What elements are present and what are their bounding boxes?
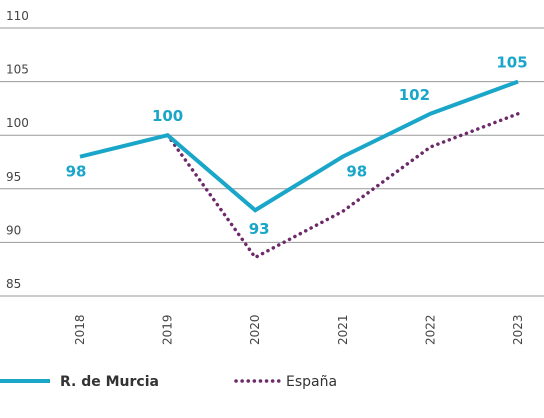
y-tick-label: 85 [6, 277, 21, 291]
y-tick-label: 100 [6, 116, 29, 130]
x-tick-label: 2019 [161, 314, 175, 345]
y-tick-label: 95 [6, 170, 21, 184]
y-tick-label: 110 [6, 9, 29, 23]
x-tick-label: 2023 [511, 314, 525, 345]
value-label: 100 [152, 107, 183, 125]
series-line [165, 112, 520, 260]
legend-label: España [286, 374, 337, 390]
value-label: 102 [399, 86, 430, 104]
value-label: 105 [496, 54, 527, 72]
x-tick-label: 2020 [248, 314, 262, 345]
value-label: 93 [249, 220, 270, 238]
value-label: 98 [66, 163, 87, 181]
x-tick-label: 2022 [423, 314, 437, 345]
value-label: 98 [346, 163, 367, 181]
x-tick-label: 2021 [336, 314, 350, 345]
x-tick-label: 2018 [73, 314, 87, 345]
y-tick-label: 105 [6, 63, 29, 77]
series-line [79, 79, 519, 213]
legend-label: R. de Murcia [60, 374, 159, 390]
y-tick-label: 90 [6, 223, 21, 237]
